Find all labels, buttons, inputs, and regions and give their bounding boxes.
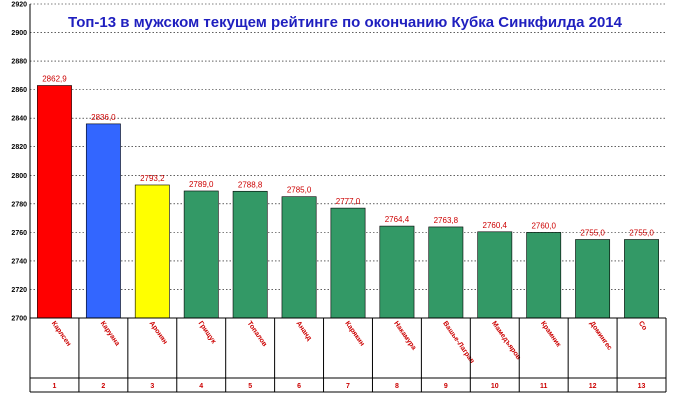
bar-10 <box>477 231 513 319</box>
rank-label: 4 <box>199 383 203 390</box>
y-tick-label: 2800 <box>11 173 27 180</box>
rank-label: 10 <box>491 383 499 390</box>
x-tick-label: Карлсен <box>50 320 72 348</box>
chart-title: Топ-13 в мужском текущем рейтинге по око… <box>68 14 623 31</box>
y-tick-label: 2760 <box>11 230 27 237</box>
x-axis: Карлсен 1 Каруана 2 Аронян 3 Грищук 4 Топалов 5 Ан… <box>30 317 667 393</box>
data-label: 2755,0 <box>629 229 654 238</box>
data-label: 2760,4 <box>483 221 508 230</box>
rank-label: 3 <box>150 383 154 390</box>
y-tick-label: 2860 <box>11 87 27 94</box>
y-tick-label: 2720 <box>11 287 27 294</box>
data-label: 2764,4 <box>385 215 410 224</box>
y-tick-label: 2880 <box>11 59 27 66</box>
rank-label: 6 <box>297 383 301 390</box>
data-label: 2836,0 <box>91 113 116 122</box>
data-label: 2788,8 <box>238 180 263 189</box>
bar-11 <box>526 232 562 319</box>
y-tick-label: 2820 <box>11 144 27 151</box>
rank-label: 2 <box>101 383 105 390</box>
y-tick-label: 2700 <box>11 316 27 323</box>
x-tick-label: Крамник <box>539 320 562 349</box>
x-tick-label: Грищук <box>197 320 218 345</box>
bar-8 <box>379 225 415 319</box>
bar-4 <box>183 190 219 319</box>
data-label: 2785,0 <box>287 186 312 195</box>
y-tick-label: 2900 <box>11 30 27 37</box>
rank-label: 9 <box>444 383 448 390</box>
rank-label: 13 <box>638 383 646 390</box>
data-labels-layer: 2862,9 2836,0 2793,2 2789,0 2788,8 2785,0 2777… <box>42 74 654 237</box>
bar-1 <box>37 85 72 319</box>
data-label: 2777,0 <box>336 197 361 206</box>
x-tick-label: Каруана <box>99 320 121 347</box>
x-tick-label: Карякин <box>343 320 365 347</box>
bar-3 <box>134 184 170 319</box>
bar-12 <box>575 239 611 319</box>
x-tick-label: Домингес <box>588 320 613 352</box>
rank-label: 8 <box>395 383 399 390</box>
x-tick-label: Мамедъяров <box>490 320 522 362</box>
y-tick-label: 2840 <box>11 116 27 123</box>
bar-2 <box>85 123 121 319</box>
rank-label: 7 <box>346 383 350 390</box>
data-label: 2793,2 <box>140 174 165 183</box>
bar-7 <box>330 207 366 319</box>
y-tick-label: 2740 <box>11 258 27 265</box>
data-label: 2755,0 <box>580 229 605 238</box>
bar-5 <box>232 190 268 319</box>
y-axis: 2700 2720 2740 2760 2780 2800 2820 2840 2860 2880… <box>11 2 31 392</box>
x-tick-label: Накамура <box>392 320 417 351</box>
y-tick-label: 2920 <box>11 2 27 9</box>
y-tick-label: 2780 <box>11 201 27 208</box>
x-tick-label: Со <box>637 320 648 332</box>
rank-label: 12 <box>589 383 597 390</box>
bar-6 <box>281 196 317 319</box>
data-label: 2862,9 <box>42 74 67 83</box>
data-label: 2763,8 <box>434 216 459 225</box>
rank-label: 1 <box>53 383 57 390</box>
rank-label: 11 <box>540 383 548 390</box>
rank-label: 5 <box>248 383 252 390</box>
bar-13 <box>624 239 659 319</box>
bar-9 <box>428 226 464 319</box>
x-tick-label: Ананд <box>294 320 313 342</box>
x-tick-label: Топалов <box>246 320 269 348</box>
data-label: 2789,0 <box>189 180 214 189</box>
bars-layer <box>37 85 659 319</box>
data-label: 2760,0 <box>531 221 556 230</box>
x-tick-label: Аронян <box>148 320 169 345</box>
